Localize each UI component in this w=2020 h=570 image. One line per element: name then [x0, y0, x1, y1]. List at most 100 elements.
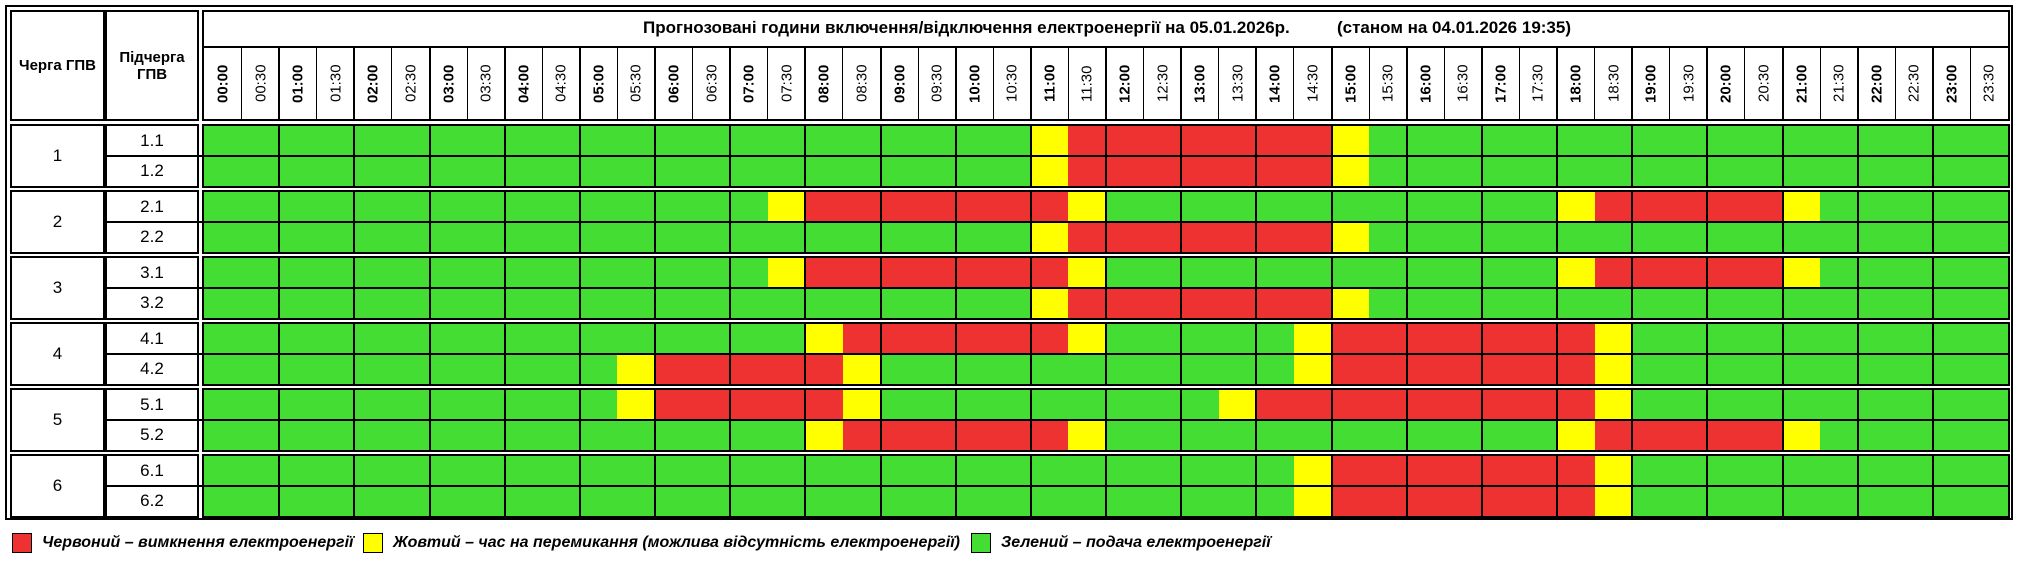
hour-divider [1931, 390, 1934, 450]
slot-cell-on [1632, 324, 1670, 354]
slot-cell-on [391, 486, 430, 516]
slot-cell-on [1820, 288, 1858, 318]
slot-cell-on [1744, 222, 1783, 252]
slot-cell-on [1369, 156, 1407, 186]
slot-cell-off [1256, 126, 1294, 156]
hour-divider [278, 390, 281, 450]
slot-cell-on [617, 258, 655, 288]
slot-cell-on [955, 126, 994, 156]
time-divider [616, 48, 618, 119]
slot-cell-on [204, 258, 242, 288]
slot-cell-on [467, 126, 505, 156]
hour-divider [1706, 126, 1709, 186]
slot-cell-on [1369, 288, 1407, 318]
slot-cell-on [1406, 258, 1445, 288]
row-divider [105, 485, 2010, 487]
slot-cell-on [204, 288, 242, 318]
slot-cell-on [1970, 192, 2008, 222]
slot-cell-on [918, 390, 956, 420]
slot-cell-on [1106, 324, 1144, 354]
slot-cell-on [279, 354, 317, 384]
slot-cell-off [1030, 258, 1069, 288]
slot-cell-on [1895, 324, 1933, 354]
slot-cell-off [1068, 156, 1106, 186]
slot-cell-on [1256, 324, 1294, 354]
hour-divider [729, 192, 732, 252]
time-divider [1330, 48, 1333, 119]
time-divider [1556, 48, 1558, 119]
hour-divider [353, 390, 356, 450]
slot-cell-on [542, 420, 580, 450]
slot-cell-on [1932, 126, 1971, 156]
time-divider [654, 48, 656, 119]
slot-cell-on [429, 420, 468, 450]
slot-cell-switching [1594, 354, 1633, 384]
slot-cell-on [1857, 156, 1896, 186]
slot-cell-off [1481, 354, 1520, 384]
subgroup-label: 5.1 [140, 395, 164, 414]
time-label: 18:00 [1567, 64, 1585, 103]
hour-divider [1781, 192, 1784, 252]
time-label: 22:00 [1867, 64, 1885, 103]
time-divider [767, 48, 769, 119]
slot-cell-on [842, 486, 881, 516]
slot-cell-on [1594, 126, 1633, 156]
slot-cell-on [1106, 486, 1144, 516]
slot-cell-on [1293, 192, 1332, 222]
subgroup-label: 4.1 [140, 329, 164, 348]
group-label: 4 [52, 344, 63, 363]
slot-cell-on [241, 324, 280, 354]
slot-cell-off [1406, 354, 1445, 384]
time-divider [1856, 48, 1859, 119]
slot-cell-on [1782, 354, 1821, 384]
slot-cell-on [1030, 354, 1069, 384]
slot-cell-switching [1331, 222, 1370, 252]
hour-divider [804, 390, 807, 450]
slot-cell-on [1932, 192, 1971, 222]
slot-cell-off [1481, 486, 1520, 516]
time-label: 02:00 [364, 64, 382, 103]
slot-cell-on [1181, 258, 1219, 288]
slot-cell-on [429, 288, 468, 318]
slot-cell-on [279, 222, 317, 252]
time-divider [541, 48, 543, 119]
slot-cell-on [1669, 456, 1708, 486]
subgroup-label: 2.1 [140, 197, 164, 216]
slot-cell-off [655, 354, 693, 384]
slot-cell-on [617, 222, 655, 252]
time-label: 14:00 [1266, 64, 1284, 103]
hour-divider [353, 192, 356, 252]
time-divider [1594, 48, 1596, 119]
slot-cell-switching [1068, 420, 1106, 450]
slot-cell-on [429, 324, 468, 354]
time-label: 09:30 [928, 64, 946, 103]
slot-cell-on [391, 456, 430, 486]
group-box: 3 [10, 256, 105, 320]
hour-divider [1856, 258, 1859, 318]
slot-cell-off [1369, 486, 1407, 516]
slot-cell-on [504, 222, 543, 252]
time-label: 10:30 [1003, 64, 1021, 103]
slot-cell-on [467, 222, 505, 252]
slot-cell-on [1782, 288, 1821, 318]
slot-cell-switching [1594, 324, 1633, 354]
slot-cell-on [1669, 222, 1708, 252]
slot-cell-on [1744, 126, 1783, 156]
time-divider [1255, 48, 1258, 119]
slot-cell-off [805, 354, 843, 384]
slot-cell-off [880, 258, 919, 288]
slot-cell-on [1632, 390, 1670, 420]
slot-cell-on [730, 156, 768, 186]
slot-cell-on [504, 258, 543, 288]
slot-cell-on [1481, 156, 1520, 186]
slot-cell-switching [617, 390, 655, 420]
slot-cell-on [354, 258, 392, 288]
slot-cell-on [1632, 156, 1670, 186]
slot-cell-off [1594, 258, 1633, 288]
slot-cell-on [1331, 420, 1370, 450]
hour-divider [503, 192, 506, 252]
slot-cell-on [279, 288, 317, 318]
slot-cell-off [1256, 222, 1294, 252]
slot-cell-off [1218, 126, 1257, 156]
hour-divider [1931, 258, 1934, 318]
